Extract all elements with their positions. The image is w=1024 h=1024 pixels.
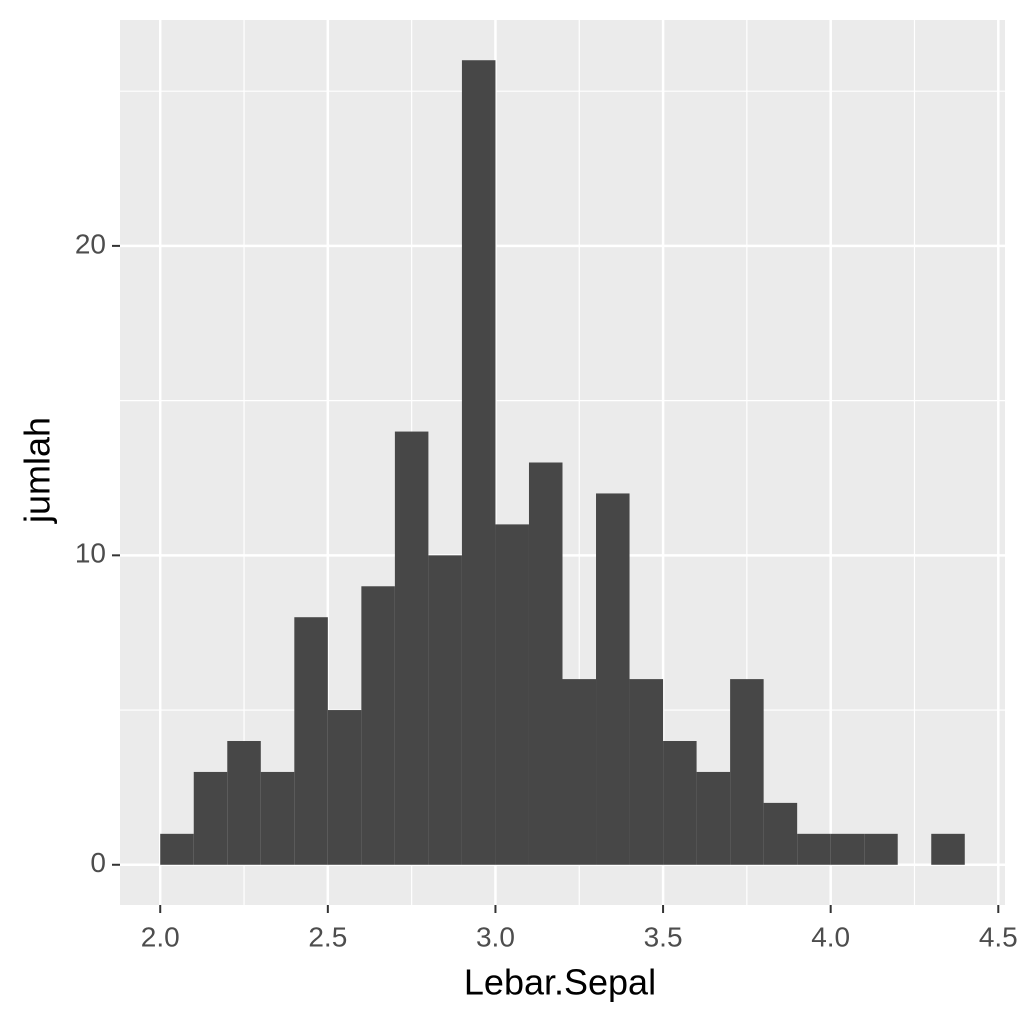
x-tick-label: 2.0 [141, 921, 180, 952]
bar [227, 740, 261, 865]
bar [260, 771, 295, 865]
bar [428, 555, 462, 865]
x-tick-label: 3.5 [644, 921, 683, 952]
y-tick-label: 20 [75, 228, 106, 259]
bar [830, 833, 865, 865]
bar [763, 802, 798, 865]
x-tick-label: 2.5 [308, 921, 347, 952]
bar [528, 462, 563, 865]
bar [864, 833, 898, 865]
bar [562, 679, 597, 865]
y-axis-label: jumlah [17, 417, 58, 524]
x-tick-label: 4.5 [979, 921, 1018, 952]
x-axis-label: Lebar.Sepal [464, 962, 656, 1003]
y-tick-label: 0 [90, 847, 106, 878]
bar [663, 740, 697, 865]
bar [629, 679, 664, 865]
bar [193, 771, 228, 865]
x-tick-label: 3.0 [476, 921, 515, 952]
bar [160, 833, 194, 865]
bar [931, 833, 965, 865]
y-tick-label: 10 [75, 538, 106, 569]
bar [596, 493, 630, 865]
bar [797, 833, 831, 865]
bar [294, 617, 328, 865]
bar [394, 431, 429, 865]
bar [361, 586, 395, 865]
bar [495, 524, 529, 865]
bar [730, 679, 764, 865]
bar [461, 60, 496, 865]
bar [696, 771, 731, 865]
bar [327, 710, 362, 865]
x-tick-label: 4.0 [811, 921, 850, 952]
